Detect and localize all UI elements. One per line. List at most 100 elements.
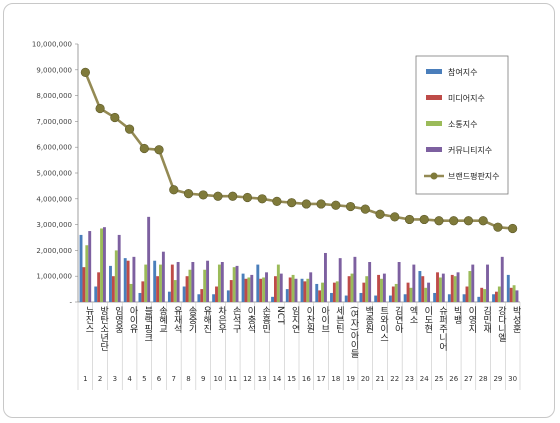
legend-swatch bbox=[426, 147, 442, 152]
bar-4-28 bbox=[486, 264, 489, 302]
brand-index-point-5 bbox=[139, 143, 149, 154]
category-label: 슈퍼주니어 bbox=[437, 306, 447, 352]
bar-2-23 bbox=[406, 282, 410, 302]
bar-2-5 bbox=[141, 281, 145, 302]
rank-label: 4 bbox=[127, 375, 132, 383]
bar-4-3 bbox=[117, 234, 121, 302]
rank-label: 8 bbox=[186, 375, 190, 383]
y-tick-label: 5,000,000 bbox=[36, 170, 72, 178]
bar-1-29 bbox=[492, 294, 495, 302]
bar-2-30 bbox=[509, 287, 513, 302]
category-label: 이충석 bbox=[245, 306, 255, 334]
bar-3-5 bbox=[144, 264, 148, 302]
brand-index-point-24 bbox=[419, 214, 429, 225]
bar-3-3 bbox=[114, 250, 118, 302]
bar-2-9 bbox=[200, 289, 204, 302]
y-tick-label: 4,000,000 bbox=[36, 195, 72, 203]
bar-3-25 bbox=[438, 277, 442, 302]
bar-2-7 bbox=[170, 264, 174, 302]
bar-1-21 bbox=[374, 295, 378, 302]
rank-label: 24 bbox=[420, 375, 429, 383]
bar-2-6 bbox=[156, 276, 160, 302]
bar-1-14 bbox=[271, 296, 274, 302]
y-tick-label: 10,000,000 bbox=[32, 41, 72, 49]
category-label: 유재석 bbox=[172, 306, 182, 334]
bar-3-27 bbox=[468, 271, 472, 302]
bar-4-17 bbox=[324, 252, 327, 302]
category-label: 손석구 bbox=[231, 306, 241, 334]
brand-index-point-16 bbox=[301, 199, 311, 209]
bar-4-2 bbox=[103, 227, 106, 302]
rank-label: 28 bbox=[479, 375, 488, 383]
brand-index-point-2 bbox=[95, 103, 105, 114]
bar-3-10 bbox=[217, 264, 221, 302]
category-label: 엑소 bbox=[408, 305, 418, 324]
rank-label: 23 bbox=[405, 375, 414, 383]
bar-1-19 bbox=[344, 295, 348, 302]
y-tick-label: 1,000,000 bbox=[36, 273, 72, 281]
legend-swatch bbox=[426, 69, 442, 74]
category-label: 백종원 bbox=[363, 306, 373, 333]
rank-label: 2 bbox=[98, 375, 102, 383]
brand-index-point-12 bbox=[242, 192, 253, 203]
bar-4-6 bbox=[161, 251, 165, 302]
bar-4-13 bbox=[265, 272, 268, 302]
bar-3-26 bbox=[453, 276, 457, 302]
rank-label: 27 bbox=[464, 375, 473, 383]
category-label: 트와이스 bbox=[378, 306, 388, 342]
bar-1-28 bbox=[477, 296, 481, 302]
legend-label: 커뮤니티지수 bbox=[448, 145, 492, 155]
rank-label: 3 bbox=[113, 375, 117, 383]
category-label: 손흥민 bbox=[260, 306, 270, 333]
brand-index-point-11 bbox=[228, 191, 238, 201]
rank-label: 7 bbox=[172, 375, 176, 383]
brand-index-point-8 bbox=[183, 189, 194, 199]
category-label: 이영지 bbox=[466, 306, 476, 334]
category-label: 블랙핑크 bbox=[142, 306, 152, 342]
bar-3-20 bbox=[365, 276, 369, 302]
bar-1-25 bbox=[433, 292, 437, 302]
bar-4-29 bbox=[500, 256, 504, 302]
rank-label: 12 bbox=[243, 375, 252, 383]
bar-3-8 bbox=[188, 269, 192, 302]
bar-1-30 bbox=[506, 274, 510, 302]
brand-index-point-18 bbox=[331, 200, 341, 210]
bar-4-8 bbox=[191, 262, 195, 302]
brand-index-point-29 bbox=[493, 222, 503, 232]
bar-4-4 bbox=[132, 256, 136, 302]
legend-swatch bbox=[426, 95, 442, 100]
bar-2-16 bbox=[303, 281, 307, 302]
bar-4-27 bbox=[471, 264, 475, 302]
bar-2-3 bbox=[111, 276, 115, 302]
bar-4-14 bbox=[279, 273, 283, 302]
category-label: 이찬원 bbox=[304, 306, 314, 333]
bar-3-24 bbox=[424, 287, 428, 302]
bar-4-12 bbox=[250, 274, 254, 302]
bar-4-18 bbox=[338, 258, 342, 302]
bar-1-10 bbox=[212, 294, 216, 302]
brand-index-point-7 bbox=[169, 185, 179, 195]
bar-4-9 bbox=[206, 260, 210, 302]
bar-2-12 bbox=[244, 278, 248, 302]
y-tick-label: 3,000,000 bbox=[36, 221, 72, 229]
brand-index-point-23 bbox=[404, 214, 415, 225]
bar-4-10 bbox=[220, 262, 224, 302]
bar-3-14 bbox=[276, 264, 280, 302]
bar-3-1 bbox=[85, 245, 89, 302]
bar-3-21 bbox=[380, 278, 383, 302]
y-tick-label: 6,000,000 bbox=[36, 144, 72, 152]
bar-1-24 bbox=[418, 271, 422, 302]
bar-2-1 bbox=[82, 267, 86, 302]
legend-swatch bbox=[426, 121, 442, 126]
rank-label: 14 bbox=[272, 375, 281, 383]
bar-1-13 bbox=[256, 264, 260, 302]
bar-4-16 bbox=[309, 272, 313, 302]
bar-2-15 bbox=[288, 277, 292, 302]
bar-1-20 bbox=[359, 292, 363, 302]
brand-index-point-9 bbox=[198, 190, 208, 200]
bar-2-17 bbox=[318, 290, 322, 302]
brand-index-point-21 bbox=[375, 209, 385, 219]
bar-4-1 bbox=[88, 231, 92, 302]
category-label: 강다니엘 bbox=[496, 306, 506, 342]
bar-4-25 bbox=[441, 273, 445, 302]
